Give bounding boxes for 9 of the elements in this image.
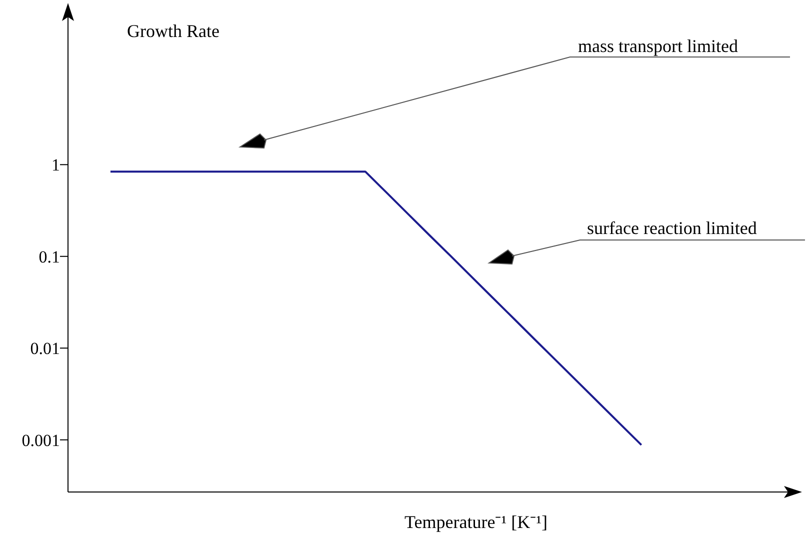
x-axis-title: Temperature⁻¹ [K⁻¹]	[404, 512, 548, 532]
y-tick-label: 0.1	[38, 247, 60, 266]
annotation: mass transport limited	[578, 36, 738, 56]
y-tick-label: 1	[52, 156, 60, 175]
annotation: surface reaction limited	[587, 218, 757, 238]
y-tick-label: 0.01	[30, 339, 60, 358]
line-series	[109, 170, 642, 446]
y-axis-title: Growth Rate	[127, 21, 220, 41]
y-tick-label: 0.001	[22, 430, 60, 450]
